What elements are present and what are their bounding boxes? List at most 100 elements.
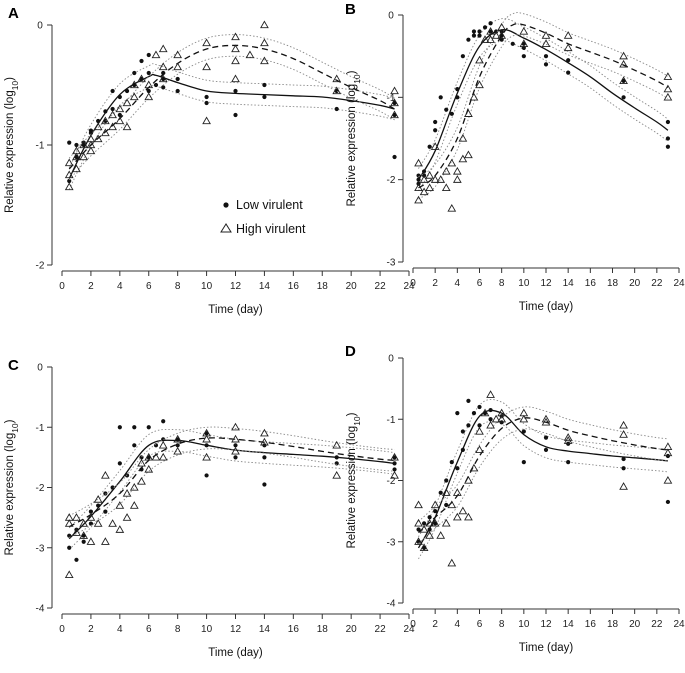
high-virulent-point <box>122 513 132 521</box>
high-virulent-point <box>129 92 139 101</box>
high-virulent-point <box>469 463 479 472</box>
high-virulent-point <box>231 74 240 83</box>
high-virulent-point <box>414 183 423 192</box>
high-virulent-confidence-band <box>68 426 395 517</box>
panel-label: A <box>8 5 19 22</box>
low-virulent-point <box>521 460 526 465</box>
low-virulent-point <box>233 455 238 460</box>
high-virulent-point <box>231 32 240 41</box>
high-virulent-point <box>497 414 507 423</box>
high-virulent-point <box>260 38 269 47</box>
high-virulent-point <box>332 440 342 449</box>
low-virulent-point <box>427 515 432 520</box>
low-virulent-point <box>471 33 477 38</box>
high-virulent-point <box>458 133 468 142</box>
high-virulent-point <box>202 116 211 125</box>
low-virulent-confidence-band <box>418 421 668 560</box>
high-virulent-point <box>480 35 490 43</box>
high-virulent-point <box>452 166 462 175</box>
x-tick-label: 2 <box>88 281 94 292</box>
high-virulent-confidence-band <box>418 428 668 544</box>
high-virulent-point <box>475 426 484 435</box>
high-virulent-point <box>129 501 139 509</box>
high-virulent-point <box>332 86 342 95</box>
high-virulent-point <box>663 92 673 101</box>
low-virulent-point <box>146 88 151 94</box>
low-virulent-point <box>103 509 108 514</box>
high-virulent-point <box>430 142 440 150</box>
high-virulent-confidence-band <box>68 448 395 538</box>
y-tick-label: -4 <box>36 604 45 615</box>
high-virulent-point <box>64 182 74 191</box>
high-virulent-point <box>202 434 211 443</box>
low-virulent-point <box>117 461 122 466</box>
high-virulent-point <box>458 506 468 515</box>
low-virulent-point <box>471 29 477 34</box>
low-virulent-point <box>233 443 238 448</box>
low-virulent-point <box>117 112 122 118</box>
high-virulent-point <box>441 166 451 175</box>
high-virulent-point <box>64 170 74 179</box>
high-virulent-point <box>458 154 468 163</box>
low-virulent-point <box>67 140 72 145</box>
low-virulent-point <box>416 177 421 182</box>
high-virulent-point <box>108 110 117 119</box>
high-virulent-point <box>115 525 125 533</box>
x-tick-label: 8 <box>499 619 505 630</box>
low-virulent-point <box>204 443 209 448</box>
high-virulent-point <box>64 570 74 579</box>
low-virulent-point <box>74 142 79 148</box>
low-virulent-point <box>175 443 180 448</box>
y-axis-title: Relative expression (log10) <box>4 77 20 213</box>
x-tick-label: 0 <box>59 624 65 635</box>
y-tick-label: -1 <box>387 93 396 104</box>
y-tick-label: 0 <box>37 363 43 374</box>
y-tick-label: -3 <box>387 258 396 269</box>
low-virulent-confidence-band <box>418 40 669 192</box>
low-virulent-point <box>510 41 515 46</box>
low-virulent-point <box>67 545 72 550</box>
high-virulent-point <box>491 31 501 39</box>
low-virulent-point <box>110 106 115 112</box>
high-virulent-point <box>122 98 132 107</box>
x-tick-label: 22 <box>375 281 387 292</box>
high-virulent-point <box>447 203 457 212</box>
low-virulent-point <box>132 70 137 76</box>
high-virulent-point <box>100 128 110 137</box>
high-virulent-point <box>619 51 628 60</box>
high-virulent-point <box>202 62 211 71</box>
high-virulent-point <box>425 518 435 527</box>
low-virulent-point <box>88 128 94 133</box>
high-virulent-point <box>663 475 673 484</box>
low-virulent-point <box>665 119 671 125</box>
high-virulent-point <box>619 76 628 85</box>
x-tick-label: 10 <box>201 281 213 292</box>
high-virulent-point <box>441 183 451 192</box>
x-tick-label: 4 <box>455 619 461 630</box>
low-virulent-point <box>427 144 432 149</box>
high-virulent-point <box>390 98 399 107</box>
high-virulent-point <box>72 164 81 173</box>
low-virulent-point <box>132 425 137 430</box>
high-virulent-point <box>173 50 183 59</box>
panel-label: D <box>345 343 356 360</box>
high-virulent-point <box>436 175 446 183</box>
high-virulent-point <box>93 519 103 527</box>
low-virulent-point <box>334 106 339 112</box>
low-virulent-point <box>466 398 471 403</box>
x-tick-label: 18 <box>317 624 329 635</box>
x-tick-label: 20 <box>629 278 641 289</box>
high-virulent-point <box>390 86 399 95</box>
high-virulent-point <box>486 390 495 398</box>
high-virulent-point <box>144 452 154 461</box>
low-virulent-point <box>460 54 465 59</box>
high-virulent-point <box>100 470 110 479</box>
low-virulent-point <box>392 461 397 466</box>
high-virulent-point <box>260 437 269 446</box>
low-virulent-point <box>96 503 101 508</box>
low-virulent-point <box>117 94 122 100</box>
y-tick-label: -1 <box>387 415 396 426</box>
low-virulent-point <box>103 491 108 496</box>
x-tick-label: 0 <box>410 278 416 289</box>
